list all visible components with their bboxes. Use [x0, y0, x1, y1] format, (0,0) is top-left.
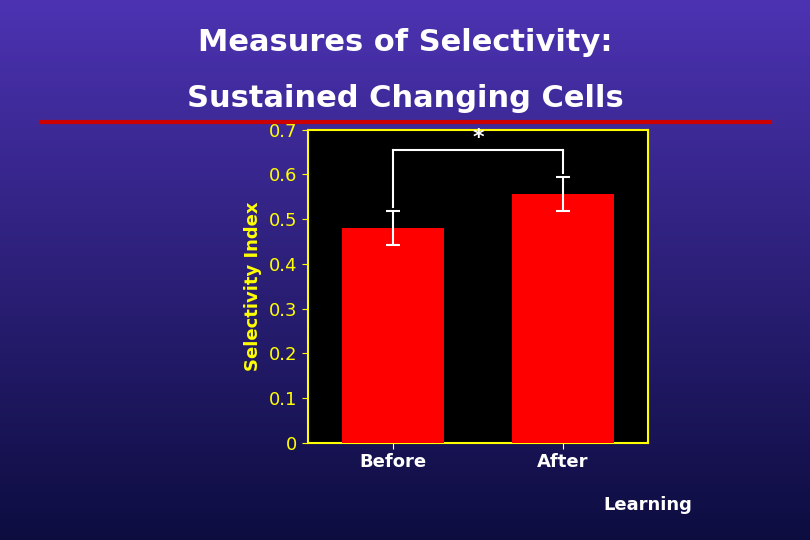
Text: Sustained Changing Cells: Sustained Changing Cells	[186, 84, 624, 113]
Bar	[512, 194, 614, 443]
Bar	[342, 228, 444, 443]
Text: Learning: Learning	[603, 496, 693, 514]
Text: *: *	[472, 129, 484, 148]
Text: Measures of Selectivity:: Measures of Selectivity:	[198, 28, 612, 57]
Y-axis label: Selectivity Index: Selectivity Index	[244, 201, 262, 371]
